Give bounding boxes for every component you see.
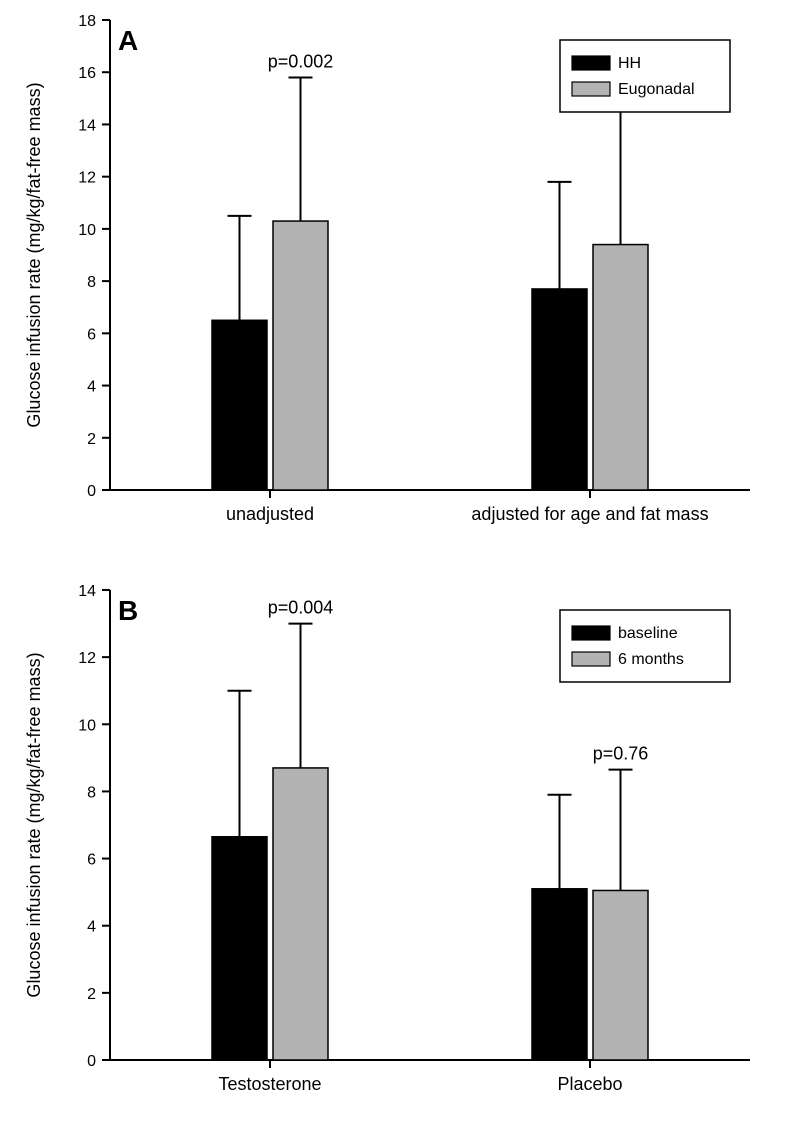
y-tick-label: 16: [78, 65, 96, 82]
bar: [212, 837, 267, 1060]
legend-swatch: [572, 56, 610, 70]
group-label: Placebo: [557, 1074, 622, 1094]
y-tick-label: 0: [87, 1053, 96, 1070]
y-tick-label: 8: [87, 784, 96, 801]
y-tick-label: 14: [78, 117, 96, 134]
panel-b: 0 2 4 6 8 10 12 14 Glucose infusion rate (mg/kg/…: [0, 570, 785, 1130]
y-tick-label: 8: [87, 274, 96, 291]
bar: [273, 768, 328, 1060]
p-value-label: p=0.004: [268, 598, 334, 618]
legend-label: baseline: [618, 625, 678, 642]
y-axis-label: Glucose infusion rate (mg/kg/fat-free ma…: [24, 652, 44, 997]
y-tick-label: 10: [78, 717, 96, 734]
y-tick-label: 12: [78, 650, 96, 667]
y-tick-label: 10: [78, 222, 96, 239]
y-tick-label: 12: [78, 170, 96, 187]
legend-label: Eugonadal: [618, 81, 695, 98]
y-tick-label: 2: [87, 431, 96, 448]
legend-swatch: [572, 626, 610, 640]
y-tick-label: 6: [87, 852, 96, 869]
panel-a: 0 2 4 6 8 10 12 14 16 18 Glucose infusion rate (mg…: [0, 0, 785, 560]
bar: [593, 890, 648, 1060]
group-label: Testosterone: [218, 1074, 321, 1094]
y-tick-label: 6: [87, 326, 96, 343]
y-axis-label: Glucose infusion rate (mg/kg/fat-free ma…: [24, 82, 44, 427]
bar: [532, 289, 587, 490]
y-tick-label: 14: [78, 583, 96, 600]
legend-swatch: [572, 652, 610, 666]
bar: [593, 245, 648, 490]
bar: [273, 221, 328, 490]
y-tick-label: 2: [87, 986, 96, 1003]
y-tick-label: 4: [87, 919, 96, 936]
y-tick-label: 0: [87, 483, 96, 500]
panel-label: A: [118, 25, 138, 56]
y-tick-label: 18: [78, 13, 96, 30]
panel-label: B: [118, 595, 138, 626]
y-tick-label: 4: [87, 379, 96, 396]
bar: [532, 889, 587, 1060]
bar: [212, 320, 267, 490]
p-value-label: p=0.002: [268, 51, 334, 71]
group-label: unadjusted: [226, 504, 314, 524]
legend-box: [560, 610, 730, 682]
legend-label: HH: [618, 55, 641, 72]
figure: 0 2 4 6 8 10 12 14 16 18 Glucose infusion rate (mg…: [0, 0, 785, 1130]
legend-swatch: [572, 82, 610, 96]
group-label: adjusted for age and fat mass: [471, 504, 708, 524]
legend-label: 6 months: [618, 651, 684, 668]
legend-box: [560, 40, 730, 112]
p-value-label: p=0.76: [593, 744, 649, 764]
